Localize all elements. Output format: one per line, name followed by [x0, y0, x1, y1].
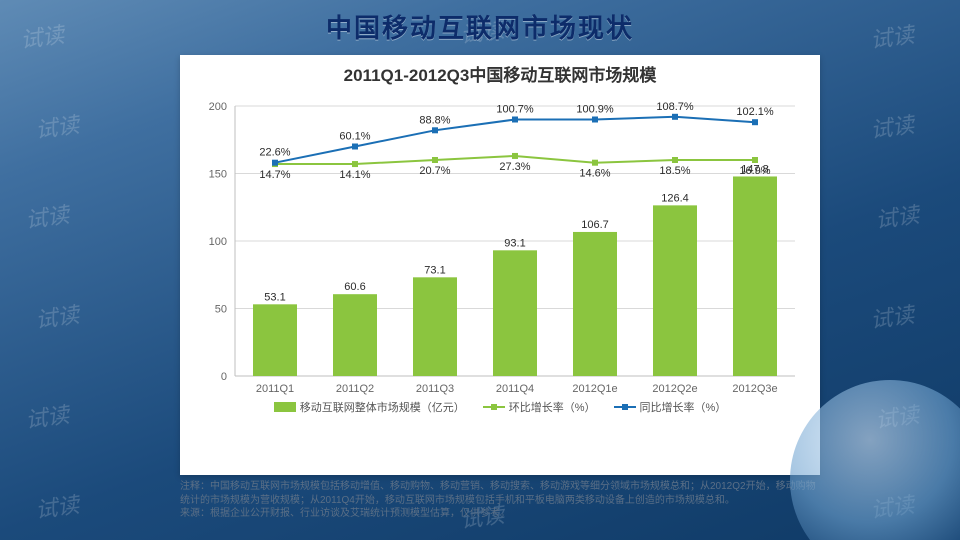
svg-text:22.6%: 22.6%: [259, 147, 290, 159]
slide-title: 中国移动互联网市场现状: [0, 8, 960, 45]
svg-text:2011Q1: 2011Q1: [256, 383, 294, 395]
svg-text:200: 200: [209, 101, 227, 113]
svg-text:2012Q1e: 2012Q1e: [572, 383, 617, 395]
watermark: 试读: [33, 297, 81, 335]
watermark: 试读: [23, 197, 71, 235]
svg-text:88.8%: 88.8%: [419, 114, 450, 126]
marker: [592, 117, 598, 123]
legend-line2-swatch: [614, 402, 636, 412]
footnote-line1: 注释：中国移动互联网市场规模包括移动增值、移动购物、移动营销、移动搜索、移动游戏…: [180, 480, 820, 507]
svg-text:14.6%: 14.6%: [579, 168, 610, 180]
marker: [512, 117, 518, 123]
chart-card: 2011Q1-2012Q3中国移动互联网市场规模 0 50 100 150 200 53.…: [180, 55, 820, 475]
marker: [352, 144, 358, 150]
bar: [493, 250, 537, 376]
svg-text:2012Q2e: 2012Q2e: [652, 383, 697, 395]
marker: [432, 157, 438, 163]
legend: 移动互联网整体市场规模（亿元） 环比增长率（%） 同比增长率（%）: [180, 399, 820, 415]
watermark: 试读: [873, 197, 921, 235]
watermark: 试读: [868, 297, 916, 335]
legend-bar-swatch: [274, 402, 296, 412]
marker: [272, 160, 278, 166]
chart-svg: 0 50 100 150 200 53.1 2011Q1 60.6 2011Q2 73.1 2011…: [185, 86, 815, 401]
bar: [413, 277, 457, 376]
marker: [432, 127, 438, 133]
svg-text:14.1%: 14.1%: [339, 169, 370, 181]
svg-text:20.7%: 20.7%: [419, 165, 450, 177]
svg-text:108.7%: 108.7%: [656, 101, 694, 113]
marker: [752, 157, 758, 163]
legend-bar: 移动互联网整体市场规模（亿元）: [274, 399, 465, 415]
watermark: 试读: [868, 487, 916, 525]
legend-bar-label: 移动互联网整体市场规模（亿元）: [300, 399, 465, 415]
svg-text:102.1%: 102.1%: [736, 106, 774, 118]
slide-root: 试读试读试读试读试读试读试读试读试读试读试读试读试读试读 中国移动互联网市场现状…: [0, 0, 960, 540]
legend-line1-swatch: [483, 402, 505, 412]
footnote: 注释：中国移动互联网市场规模包括移动增值、移动购物、移动营销、移动搜索、移动游戏…: [180, 480, 820, 521]
svg-text:126.4: 126.4: [661, 192, 689, 204]
svg-text:16.9%: 16.9%: [739, 165, 770, 177]
svg-text:0: 0: [221, 371, 227, 383]
watermark: 试读: [23, 397, 71, 435]
bar: [573, 232, 617, 376]
marker: [672, 114, 678, 120]
watermark: 试读: [868, 107, 916, 145]
svg-text:150: 150: [209, 169, 227, 181]
svg-text:2012Q3e: 2012Q3e: [732, 383, 777, 395]
svg-text:50: 50: [215, 304, 227, 316]
svg-text:18.5%: 18.5%: [659, 165, 690, 177]
watermark: 试读: [33, 107, 81, 145]
svg-text:53.1: 53.1: [264, 291, 285, 303]
marker: [512, 153, 518, 159]
marker: [592, 160, 598, 166]
svg-text:106.7: 106.7: [581, 219, 609, 231]
svg-text:14.7%: 14.7%: [259, 169, 290, 181]
legend-line2-label: 同比增长率（%）: [640, 399, 727, 415]
legend-line1-label: 环比增长率（%）: [509, 399, 596, 415]
watermark: 试读: [873, 397, 921, 435]
legend-line2: 同比增长率（%）: [614, 399, 727, 415]
svg-text:93.1: 93.1: [504, 237, 525, 249]
marker: [752, 119, 758, 125]
bar: [733, 176, 777, 376]
marker: [672, 157, 678, 163]
bar: [653, 205, 697, 376]
svg-text:100.7%: 100.7%: [496, 104, 534, 116]
svg-text:100.9%: 100.9%: [576, 104, 614, 116]
svg-text:100: 100: [209, 236, 227, 248]
bar: [333, 294, 377, 376]
legend-line1: 环比增长率（%）: [483, 399, 596, 415]
svg-text:27.3%: 27.3%: [499, 161, 530, 173]
marker: [352, 161, 358, 167]
footnote-line2: 来源：根据企业公开财报、行业访谈及艾瑞统计预测模型估算，仅供参考。: [180, 507, 820, 521]
svg-text:2011Q4: 2011Q4: [496, 383, 534, 395]
bar: [253, 304, 297, 376]
chart-title: 2011Q1-2012Q3中国移动互联网市场规模: [180, 55, 820, 86]
svg-text:2011Q2: 2011Q2: [336, 383, 374, 395]
svg-text:2011Q3: 2011Q3: [416, 383, 454, 395]
svg-text:60.6: 60.6: [344, 281, 365, 293]
svg-text:73.1: 73.1: [424, 264, 445, 276]
watermark: 试读: [33, 487, 81, 525]
svg-text:60.1%: 60.1%: [339, 131, 370, 143]
